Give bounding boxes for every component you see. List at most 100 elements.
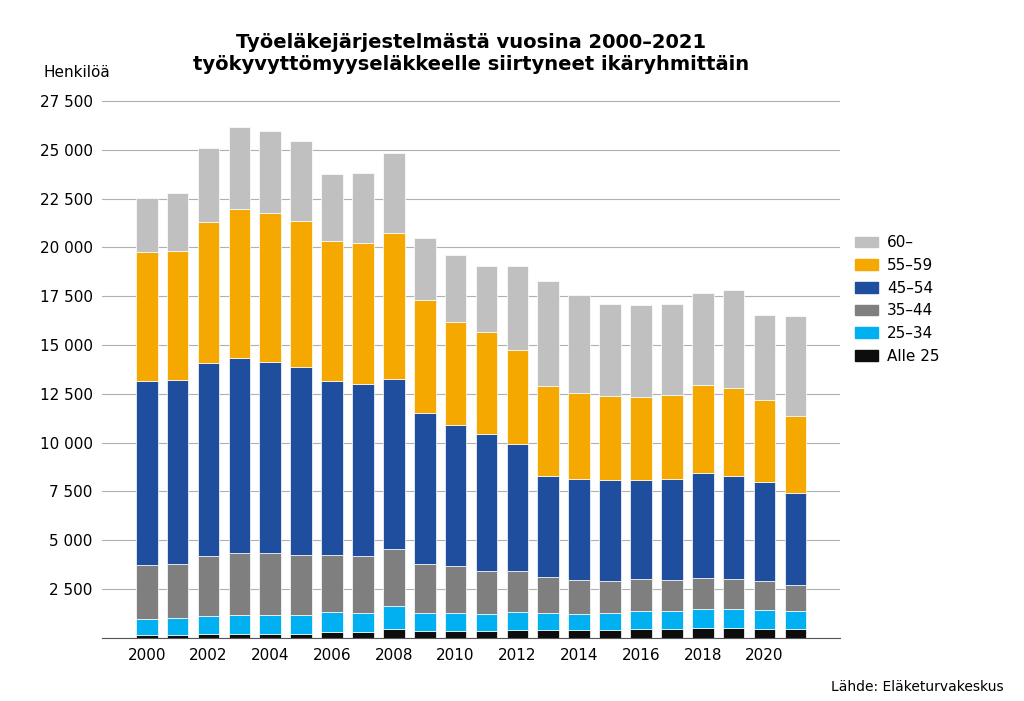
Bar	[692, 628, 714, 638]
Bar	[136, 381, 158, 565]
Text: Henkilöä: Henkilöä	[43, 65, 111, 80]
Bar	[322, 611, 343, 632]
Bar	[352, 613, 374, 632]
Bar	[630, 397, 651, 479]
Bar	[630, 479, 651, 579]
Bar	[228, 615, 250, 634]
Bar	[136, 620, 158, 635]
Bar	[259, 213, 281, 362]
Bar	[723, 476, 744, 579]
Bar	[228, 553, 250, 615]
Bar	[198, 556, 219, 616]
Bar	[784, 611, 806, 629]
Bar	[784, 494, 806, 585]
Bar	[352, 243, 374, 384]
Bar	[383, 606, 404, 629]
Bar	[322, 174, 343, 240]
Bar	[167, 380, 188, 564]
Bar	[167, 193, 188, 251]
Bar	[228, 128, 250, 210]
Bar	[754, 629, 775, 638]
Bar	[507, 611, 528, 630]
Bar	[599, 630, 621, 638]
Bar	[692, 473, 714, 578]
Bar	[322, 632, 343, 638]
Bar	[352, 632, 374, 638]
Bar	[723, 628, 744, 638]
Bar	[259, 553, 281, 615]
Bar	[476, 266, 498, 332]
Bar	[352, 173, 374, 243]
Bar	[538, 476, 559, 578]
Bar	[568, 393, 590, 479]
Bar	[507, 630, 528, 638]
Bar	[599, 581, 621, 613]
Bar	[784, 416, 806, 494]
Bar	[599, 304, 621, 396]
Bar	[383, 379, 404, 549]
Bar	[414, 414, 435, 564]
Bar	[198, 634, 219, 638]
Bar	[198, 362, 219, 556]
Bar	[538, 280, 559, 386]
Bar	[568, 613, 590, 630]
Bar	[662, 304, 683, 395]
Bar	[507, 350, 528, 444]
Bar	[444, 613, 466, 631]
Bar	[228, 210, 250, 358]
Bar	[414, 300, 435, 414]
Bar	[692, 608, 714, 628]
Bar	[259, 634, 281, 638]
Bar	[692, 385, 714, 473]
Bar	[568, 580, 590, 613]
Bar	[568, 630, 590, 638]
Bar	[630, 305, 651, 397]
Bar	[383, 153, 404, 233]
Bar	[291, 221, 312, 367]
Bar	[322, 240, 343, 381]
Bar	[662, 479, 683, 580]
Bar	[167, 635, 188, 638]
Bar	[198, 148, 219, 222]
Bar	[784, 585, 806, 611]
Bar	[599, 613, 621, 630]
Bar	[291, 555, 312, 615]
Bar	[692, 578, 714, 608]
Bar	[198, 616, 219, 634]
Bar	[259, 131, 281, 213]
Bar	[568, 479, 590, 580]
Text: Lähde: Eläketurvakeskus: Lähde: Eläketurvakeskus	[830, 680, 1004, 694]
Bar	[167, 251, 188, 380]
Bar	[352, 384, 374, 556]
Bar	[383, 233, 404, 379]
Bar	[167, 564, 188, 618]
Bar	[291, 141, 312, 221]
Bar	[444, 425, 466, 566]
Bar	[723, 608, 744, 628]
Bar	[476, 332, 498, 434]
Bar	[414, 238, 435, 300]
Bar	[414, 613, 435, 631]
Bar	[568, 295, 590, 393]
Bar	[444, 566, 466, 613]
Bar	[538, 630, 559, 638]
Bar	[507, 444, 528, 571]
Bar	[228, 634, 250, 638]
Bar	[291, 634, 312, 638]
Bar	[136, 198, 158, 252]
Bar	[322, 555, 343, 611]
Bar	[444, 631, 466, 638]
Bar	[291, 367, 312, 555]
Bar	[630, 579, 651, 611]
Bar	[228, 358, 250, 553]
Bar	[198, 222, 219, 362]
Bar	[754, 581, 775, 610]
Bar	[754, 400, 775, 482]
Bar	[723, 388, 744, 476]
Bar	[754, 315, 775, 400]
Bar	[538, 613, 559, 630]
Bar	[259, 362, 281, 553]
Bar	[692, 293, 714, 385]
Bar	[444, 322, 466, 425]
Bar	[538, 578, 559, 613]
